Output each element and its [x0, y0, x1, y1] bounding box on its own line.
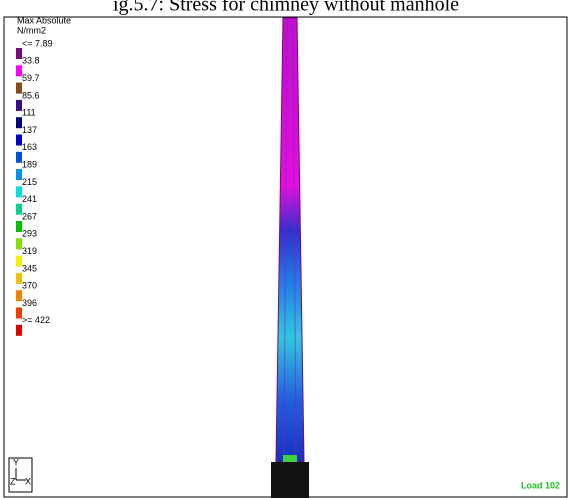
legend-swatch [16, 186, 22, 197]
legend-swatch [16, 83, 22, 94]
legend-swatch [16, 256, 22, 267]
legend-label: 293 [22, 229, 37, 239]
legend-swatch [16, 238, 22, 249]
legend-swatch [16, 100, 22, 111]
axis-y-label: Y [13, 457, 19, 467]
legend-label: 345 [22, 263, 37, 273]
legend-label: <= 7.89 [22, 38, 53, 48]
legend-label: 33.8 [22, 56, 40, 66]
axis-x-label: X [25, 476, 31, 486]
axis-z-label: Z [10, 476, 16, 486]
legend-swatch [16, 152, 22, 163]
legend-unit: N/mm2 [17, 25, 46, 35]
legend-swatch [16, 273, 22, 284]
load-label: Load 102 [521, 480, 560, 490]
viewport: ig.5.7: Stress for chimney without manho… [0, 0, 571, 498]
legend-label: 163 [22, 142, 37, 152]
base [271, 462, 309, 498]
legend-label: 137 [22, 125, 37, 135]
legend-label: >= 422 [22, 315, 50, 325]
legend-label: 241 [22, 194, 37, 204]
caption: ig.5.7: Stress for chimney without manho… [113, 0, 459, 16]
legend-swatch [16, 308, 22, 319]
legend-label: 111 [22, 108, 36, 118]
legend-label: 396 [22, 298, 37, 308]
legend-swatch [16, 169, 22, 180]
legend-swatch [16, 221, 22, 232]
legend-label: 267 [22, 211, 37, 221]
legend-label: 370 [22, 281, 37, 291]
legend-swatch [16, 65, 22, 76]
legend-swatch [16, 135, 22, 146]
legend-label: 85.6 [22, 90, 40, 100]
legend-swatch [16, 48, 22, 59]
legend-swatch [16, 204, 22, 215]
legend-label: 59.7 [22, 73, 40, 83]
legend-label: 215 [22, 177, 37, 187]
screenshot: ig.5.7: Stress for chimney without manho… [0, 0, 571, 498]
legend-label: 189 [22, 159, 37, 169]
legend-swatch [16, 325, 22, 336]
legend-swatch [16, 290, 22, 301]
legend-label: 319 [22, 246, 37, 256]
legend-title: Max Absolute [17, 15, 71, 25]
legend-swatch [16, 117, 22, 128]
